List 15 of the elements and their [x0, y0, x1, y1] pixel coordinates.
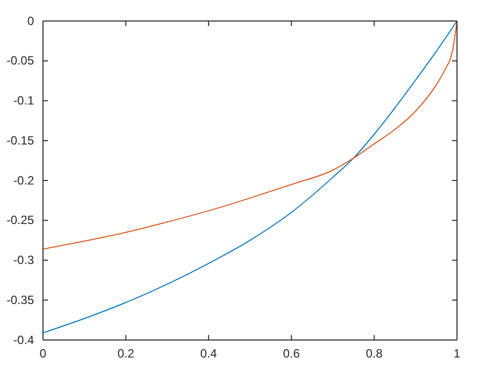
x-tick-label: 0.2 — [117, 346, 134, 361]
x-tick-label: 0.8 — [366, 346, 383, 361]
y-tick-label: -0.3 — [13, 253, 34, 268]
y-tick-label: -0.2 — [13, 173, 34, 188]
x-tick-label: 0.6 — [283, 346, 300, 361]
y-tick-label: -0.35 — [6, 292, 34, 307]
x-tick-label: 0 — [40, 346, 47, 361]
y-tick-label: -0.15 — [6, 133, 34, 148]
x-tick-label: 0.4 — [200, 346, 218, 361]
x-tick-label: 1 — [454, 346, 461, 361]
y-tick-label: 0 — [27, 14, 34, 28]
y-tick-label: -0.1 — [13, 94, 34, 108]
y-tick-label: -0.4 — [13, 332, 34, 347]
y-tick-label: -0.25 — [6, 213, 34, 228]
y-tick-label: -0.05 — [6, 54, 34, 68]
